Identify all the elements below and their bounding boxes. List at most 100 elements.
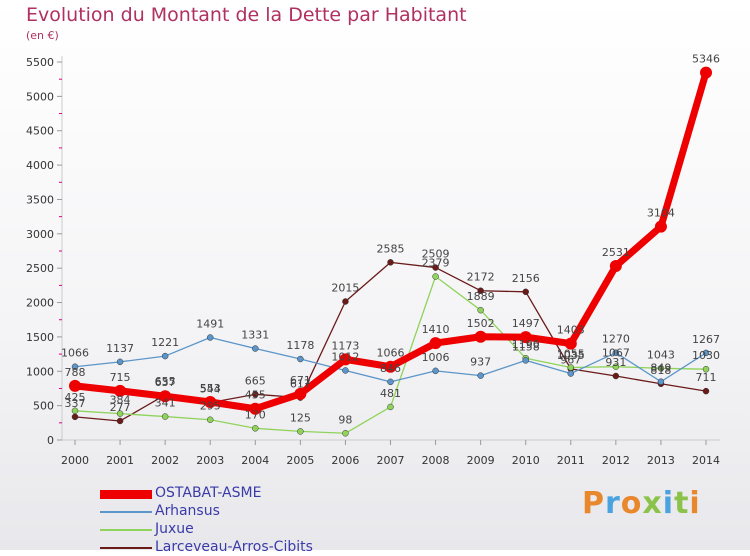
data-label: 1055	[557, 347, 585, 360]
data-point	[387, 378, 394, 386]
data-point	[429, 337, 442, 350]
data-label: 553	[200, 382, 221, 395]
data-label: 1502	[467, 317, 495, 330]
y-tick-label: 3500	[26, 193, 54, 206]
logo-letter: i	[689, 486, 701, 521]
data-point	[161, 413, 169, 420]
logo-letter: P	[582, 486, 605, 521]
data-point	[702, 387, 710, 395]
data-label: 2531	[602, 246, 630, 259]
data-label: 818	[650, 364, 671, 377]
data-point	[522, 357, 529, 364]
data-point	[114, 384, 127, 397]
data-label: 1158	[512, 340, 540, 353]
data-point	[657, 378, 665, 385]
y-tick-label: 2000	[26, 297, 54, 310]
legend-label: Arhansus	[155, 503, 220, 519]
data-label: 98	[338, 413, 352, 426]
data-label: 1410	[422, 323, 450, 336]
data-label: 544	[200, 383, 221, 396]
data-label: 715	[110, 371, 131, 384]
legend-swatch	[100, 547, 152, 549]
data-label: 481	[380, 387, 401, 400]
data-point	[339, 353, 352, 366]
data-point	[252, 425, 259, 432]
x-tick-label: 2001	[106, 454, 134, 467]
legend-label: Juxue	[155, 521, 194, 537]
data-point	[252, 345, 259, 352]
data-label: 384	[110, 394, 131, 407]
x-tick-label: 2000	[61, 454, 89, 467]
data-label: 671	[290, 374, 311, 387]
data-label: 931	[605, 356, 626, 369]
data-point	[612, 349, 620, 356]
data-label: 1066	[377, 347, 405, 360]
data-point	[71, 413, 79, 421]
data-label: 295	[200, 400, 221, 413]
legend-swatch	[100, 489, 152, 499]
x-tick-label: 2006	[331, 454, 359, 467]
data-point	[432, 273, 439, 280]
y-tick-label: 3000	[26, 228, 54, 241]
data-point	[69, 379, 81, 392]
data-point	[297, 428, 304, 435]
data-label: 341	[155, 397, 176, 410]
data-label: 1190	[512, 338, 540, 351]
data-label: 2156	[512, 272, 540, 285]
data-label: 1043	[647, 348, 675, 361]
data-point	[342, 430, 349, 437]
data-label: 1067	[602, 347, 630, 360]
data-label: 1267	[692, 333, 720, 346]
x-tick-label: 2005	[286, 454, 314, 467]
data-point	[252, 391, 259, 398]
chart-title: Evolution du Montant de la Dette par Hab…	[26, 4, 467, 26]
logo-letter: t	[674, 486, 690, 521]
data-point	[161, 352, 169, 360]
legend-swatch	[100, 511, 152, 513]
data-point	[116, 358, 124, 366]
data-point	[564, 337, 577, 350]
data-label: 788	[65, 366, 86, 379]
x-tick-label: 2002	[151, 454, 179, 467]
data-label: 1030	[692, 349, 720, 362]
data-point	[342, 367, 349, 374]
x-tick-label: 2004	[241, 454, 269, 467]
data-label: 655	[155, 375, 176, 388]
data-label: 1270	[602, 333, 630, 346]
data-label: 3104	[647, 207, 675, 220]
data-label: 2172	[467, 271, 495, 284]
data-point	[567, 370, 575, 377]
data-point	[342, 298, 349, 305]
x-tick-label: 2011	[557, 454, 585, 467]
data-label: 1035	[557, 349, 585, 362]
data-label: 1012	[331, 350, 359, 363]
data-label: 2585	[377, 242, 405, 255]
data-point	[702, 349, 710, 357]
data-label: 637	[155, 376, 176, 389]
data-label: 967	[560, 354, 581, 367]
data-point	[387, 259, 394, 266]
data-point	[71, 407, 79, 415]
data-label: 1137	[106, 342, 134, 355]
data-point	[249, 402, 262, 415]
x-tick-label: 2007	[377, 454, 405, 467]
data-point	[474, 330, 487, 343]
data-point	[294, 387, 307, 400]
data-point	[609, 260, 622, 273]
data-point	[206, 334, 214, 341]
data-label: 846	[380, 362, 401, 375]
chart-subtitle: (en €)	[26, 29, 59, 42]
y-tick-label: 1000	[26, 365, 54, 378]
data-point	[387, 403, 394, 411]
data-label: 455	[245, 389, 266, 402]
data-point	[116, 417, 124, 425]
data-label: 937	[470, 356, 491, 369]
legend-label: OSTABAT-ASME	[155, 485, 262, 501]
data-label: 2379	[422, 256, 450, 269]
data-point	[612, 372, 620, 380]
data-label: 617	[290, 378, 311, 391]
data-label: 1221	[151, 336, 179, 349]
logo-letter: i	[662, 486, 675, 521]
data-label: 1331	[241, 329, 269, 342]
